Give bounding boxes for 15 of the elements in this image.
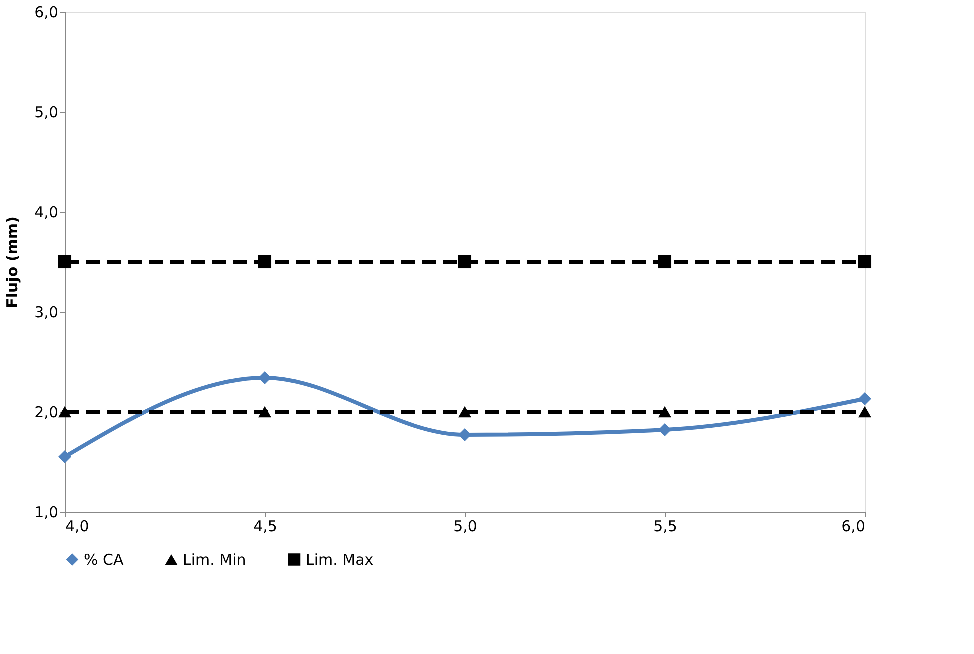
y-tick-label: 5,0 [34,104,58,122]
x-tick-label: 5,5 [654,518,678,536]
y-tick-label: 2,0 [34,404,58,422]
x-tick-label: 4,5 [254,518,278,536]
legend-label: Lim. Min [183,550,246,569]
y-tick-label: 4,0 [34,204,58,222]
legend-label: % CA [84,550,124,569]
y-tick-label: 1,0 [34,504,58,522]
y-tick-label: 3,0 [34,304,58,322]
y-tick-label: 6,0 [34,4,58,22]
x-tick-label: 4,0 [66,518,90,536]
x-tick-label: 5,0 [454,518,478,536]
legend-label: Lim. Max [306,550,374,569]
y-axis-title: Flujo (mm) [4,216,22,308]
x-tick-label: 6,0 [842,518,866,536]
